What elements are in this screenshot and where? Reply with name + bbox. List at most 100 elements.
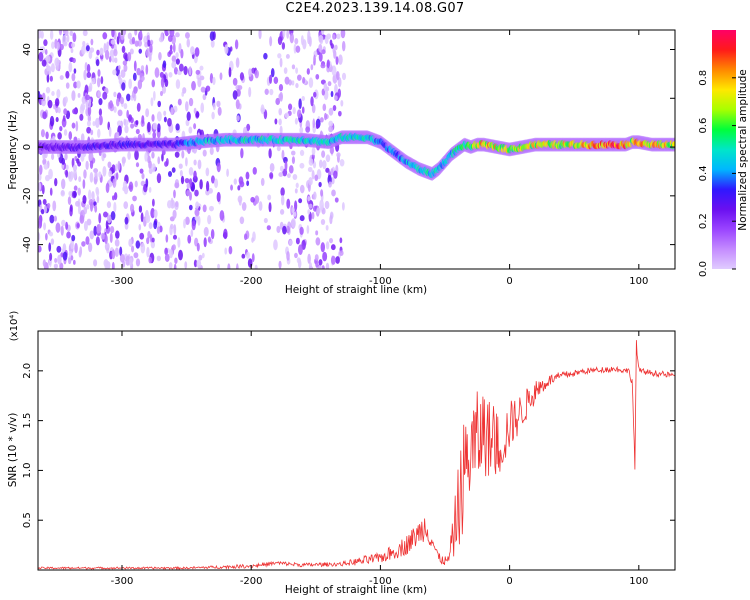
spectrogram-noise-speck [150, 97, 154, 107]
spectrogram-noise-speck [173, 263, 177, 269]
spectrogram-noise-speck [156, 111, 162, 122]
spectrogram-noise-speck [323, 82, 328, 92]
spectrogram-noise-speck [193, 170, 197, 180]
spectrogram-noise-speck [278, 118, 282, 126]
spectrogram-noise-speck [196, 242, 200, 252]
spectrogram-noise-speck [308, 158, 314, 166]
colorbar-tick-label: 0.8 [698, 70, 709, 86]
spectrogram-noise-speck [89, 47, 95, 53]
spectrogram-noise-speck [184, 32, 190, 39]
spectrogram-noise-speck [174, 151, 180, 158]
spectrogram-noise-speck [90, 129, 94, 136]
spectrogram-noise-speck [43, 205, 47, 214]
spectrogram-noise-speck [286, 30, 290, 39]
spectrogram-noise-speck [175, 58, 180, 65]
spectrogram-noise-speck [73, 185, 78, 191]
spectrogram-noise-speck [202, 93, 207, 101]
spectrogram-noise-speck [43, 163, 49, 170]
spectrogram-noise-speck [145, 108, 150, 118]
spectrogram-noise-speck [43, 39, 48, 47]
spectrogram-noise-speck [273, 239, 278, 251]
spectrogram-noise-speck [102, 91, 108, 100]
spectrogram-noise-speck [292, 174, 298, 180]
spectrogram-noise-speck [48, 231, 54, 237]
spectrogram-noise-speck [49, 252, 53, 261]
spectrogram-noise-speck [196, 259, 202, 268]
spectrogram-noise-speck [307, 195, 311, 202]
spectrogram-noise-speck [184, 178, 190, 184]
spectrogram-noise-speck [93, 259, 98, 267]
spectrogram-noise-speck [96, 49, 100, 56]
spectrogram-noise-speck [322, 251, 328, 262]
spectrogram-noise-speck [61, 219, 66, 227]
snr-panel: -300 -200 -100 0 100 0.5 1.0 1.5 2.0 Height of s… [7, 311, 676, 596]
spectrogram-noise-speck [131, 36, 136, 45]
spectrogram-noise-speck [329, 215, 333, 225]
spectrogram-noise-speck [91, 77, 96, 85]
spectrogram-noise-speck [134, 180, 138, 188]
spectrogram-noise-speck [70, 255, 74, 261]
spectrogram-noise-speck [65, 70, 70, 79]
spectrogram-noise-speck [119, 96, 125, 105]
spectrogram-noise-speck [277, 36, 283, 46]
spectrogram-noise-speck [199, 65, 204, 71]
spectrogram-noise-speck [330, 43, 334, 49]
spectrogram-noise-speck [314, 174, 319, 182]
spectrogram-noise-speck [291, 150, 296, 156]
spectrogram-y-axis-label: Frequency (Hz) [7, 110, 19, 189]
spectrogram-noise-speck [78, 176, 82, 183]
spectrogram-noise-speck [114, 238, 120, 247]
spectrogram-noise-speck [280, 187, 285, 197]
spectrogram-noise-speck [86, 71, 92, 79]
spectrogram-noise-speck [254, 69, 259, 79]
spectrogram-noise-speck [279, 208, 285, 215]
spectrogram-noise-speck [247, 258, 253, 268]
spectrogram-noise-speck [40, 129, 45, 138]
spectrogram-noise-speck [135, 240, 141, 249]
spectrogram-noise-speck [280, 194, 285, 206]
spectrogram-noise-speck [333, 95, 338, 101]
spectrogram-noise-speck [100, 76, 104, 85]
spectrogram-noise-speck [68, 131, 73, 140]
spectrogram-noise-speck [311, 147, 316, 156]
spectrogram-noise-speck [64, 30, 69, 37]
spectrogram-noise-speck [173, 189, 176, 199]
spectrogram-noise-speck [325, 154, 331, 163]
spectrogram-x-tick-label: -200 [240, 276, 263, 287]
spectrogram-noise-speck [60, 190, 65, 196]
spectrogram-noise-speck [279, 165, 284, 172]
spectrogram-noise-speck [48, 168, 53, 180]
spectrogram-noise-speck [132, 195, 137, 202]
colorbar-tick-label: 0.2 [698, 213, 709, 229]
spectrogram-noise-speck [76, 223, 80, 229]
spectrogram-noise-speck [189, 191, 192, 201]
spectrogram-noise-speck [335, 256, 340, 264]
spectrogram-noise-speck [141, 172, 145, 180]
spectrogram-noise-speck [224, 44, 229, 55]
snr-x-axis-label: Height of straight line (km) [285, 584, 427, 596]
spectrogram-noise-speck [330, 244, 336, 251]
spectrogram-noise-speck [149, 43, 153, 53]
spectrogram-noise-speck [148, 186, 152, 193]
spectrogram-noise-speck [298, 244, 303, 255]
spectrogram-noise-speck [315, 237, 321, 246]
spectrogram-noise-speck [211, 111, 215, 120]
spectrogram-noise-speck [235, 57, 240, 68]
spectrogram-noise-speck [308, 77, 314, 89]
spectrogram-noise-speck [172, 234, 178, 240]
spectrogram-noise-speck [338, 54, 343, 65]
spectrogram-noise-speck [320, 189, 324, 197]
spectrogram-noise-speck [174, 182, 180, 189]
spectrogram-noise-speck [65, 221, 69, 230]
spectrogram-noise-speck [269, 36, 273, 47]
spectrogram-noise-speck [194, 209, 200, 217]
spectrogram-noise-speck [188, 65, 192, 76]
spectrogram-noise-speck [290, 218, 296, 229]
spectrogram-noise-speck [89, 159, 94, 169]
spectrogram-noise-speck [111, 261, 115, 269]
spectrogram-noise-speck [60, 252, 64, 258]
spectrogram-y-tick-label: -20 [22, 188, 33, 204]
spectrogram-noise-speck [190, 229, 194, 238]
spectrogram-noise-speck [172, 43, 176, 53]
spectrogram-noise-speck [123, 201, 129, 210]
